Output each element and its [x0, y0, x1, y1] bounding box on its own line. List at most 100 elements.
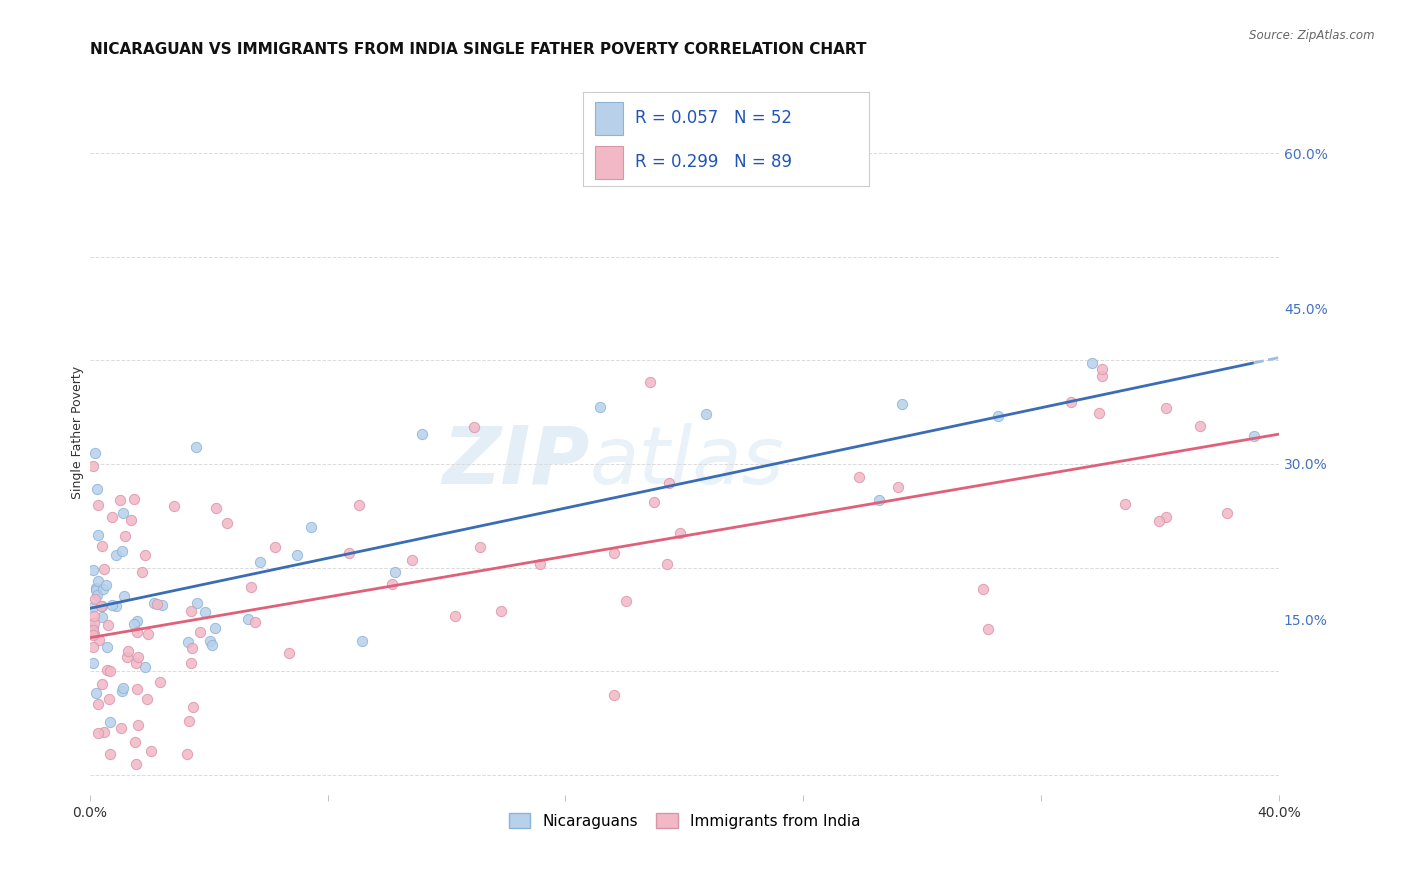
Point: [987, 409, 1010, 423]
Point: [1188, 419, 1211, 434]
Point: [96, 663, 118, 677]
Point: [243, 615, 266, 629]
Point: [278, 646, 301, 660]
Point: [869, 493, 891, 508]
Point: [96, 640, 118, 655]
Point: [139, 744, 162, 758]
Point: [150, 599, 173, 613]
Text: atlas: atlas: [589, 423, 785, 501]
Point: [82, 640, 104, 655]
Point: [94, 578, 117, 592]
Point: [1216, 506, 1239, 520]
Point: [1088, 406, 1111, 420]
Point: [180, 641, 202, 656]
Point: [90, 677, 112, 691]
Point: [204, 501, 226, 516]
Point: [463, 419, 485, 434]
Point: [188, 625, 211, 640]
Point: [411, 426, 433, 441]
Point: [468, 540, 491, 554]
Point: [87, 527, 110, 541]
Point: [87, 726, 110, 740]
Point: [108, 492, 131, 507]
Point: [84, 581, 107, 595]
Point: [127, 717, 149, 731]
Point: [381, 576, 404, 591]
Point: [176, 747, 198, 762]
Point: [177, 714, 200, 728]
Point: [887, 480, 910, 494]
Point: [1154, 510, 1177, 524]
Point: [136, 627, 159, 641]
Point: [977, 622, 1000, 636]
Point: [238, 612, 260, 626]
Point: [1091, 369, 1114, 384]
Point: [890, 397, 912, 411]
Point: [125, 757, 148, 772]
Point: [640, 375, 662, 389]
Point: [848, 470, 870, 484]
Point: [82, 628, 104, 642]
Point: [1060, 395, 1083, 409]
Point: [86, 686, 108, 700]
Point: [84, 446, 107, 460]
Point: [1147, 514, 1170, 528]
Point: [114, 528, 136, 542]
Point: [337, 545, 360, 559]
Point: [589, 401, 612, 415]
Point: [86, 588, 108, 602]
Point: [1114, 497, 1136, 511]
Point: [120, 513, 142, 527]
Point: [529, 558, 551, 572]
Point: [198, 634, 221, 648]
Legend: Nicaraguans, Immigrants from India: Nicaraguans, Immigrants from India: [502, 807, 866, 835]
Point: [349, 498, 371, 512]
Point: [122, 616, 145, 631]
Point: [186, 596, 208, 610]
Point: [142, 596, 165, 610]
Point: [695, 407, 717, 421]
Point: [180, 656, 202, 670]
Point: [603, 546, 626, 560]
Point: [83, 609, 105, 624]
Point: [1243, 429, 1265, 443]
Point: [163, 500, 186, 514]
Point: [1154, 401, 1177, 415]
Point: [97, 692, 120, 706]
Point: [134, 549, 156, 563]
Point: [180, 604, 202, 618]
Point: [100, 598, 122, 612]
Point: [204, 621, 226, 635]
Point: [104, 548, 127, 562]
Point: [91, 539, 114, 553]
Point: [124, 735, 146, 749]
Point: [82, 599, 104, 614]
Point: [643, 495, 665, 509]
Point: [82, 624, 104, 638]
Point: [602, 689, 624, 703]
Point: [122, 492, 145, 507]
Point: [177, 635, 200, 649]
Point: [131, 565, 153, 579]
Point: [83, 626, 105, 640]
Point: [264, 540, 287, 554]
Point: [184, 440, 207, 454]
Point: [301, 519, 323, 533]
Point: [101, 509, 124, 524]
Point: [972, 582, 994, 596]
Point: [112, 506, 135, 520]
Point: [146, 597, 169, 611]
Point: [100, 664, 122, 678]
Point: [117, 644, 139, 658]
Point: [86, 697, 108, 711]
Point: [1081, 356, 1104, 370]
Point: [117, 650, 139, 665]
Point: [352, 633, 374, 648]
Y-axis label: Single Father Poverty: Single Father Poverty: [72, 367, 84, 500]
Point: [444, 609, 467, 624]
Point: [201, 638, 224, 652]
Point: [655, 558, 678, 572]
Point: [83, 592, 105, 607]
Point: [98, 747, 121, 761]
Point: [87, 574, 110, 588]
